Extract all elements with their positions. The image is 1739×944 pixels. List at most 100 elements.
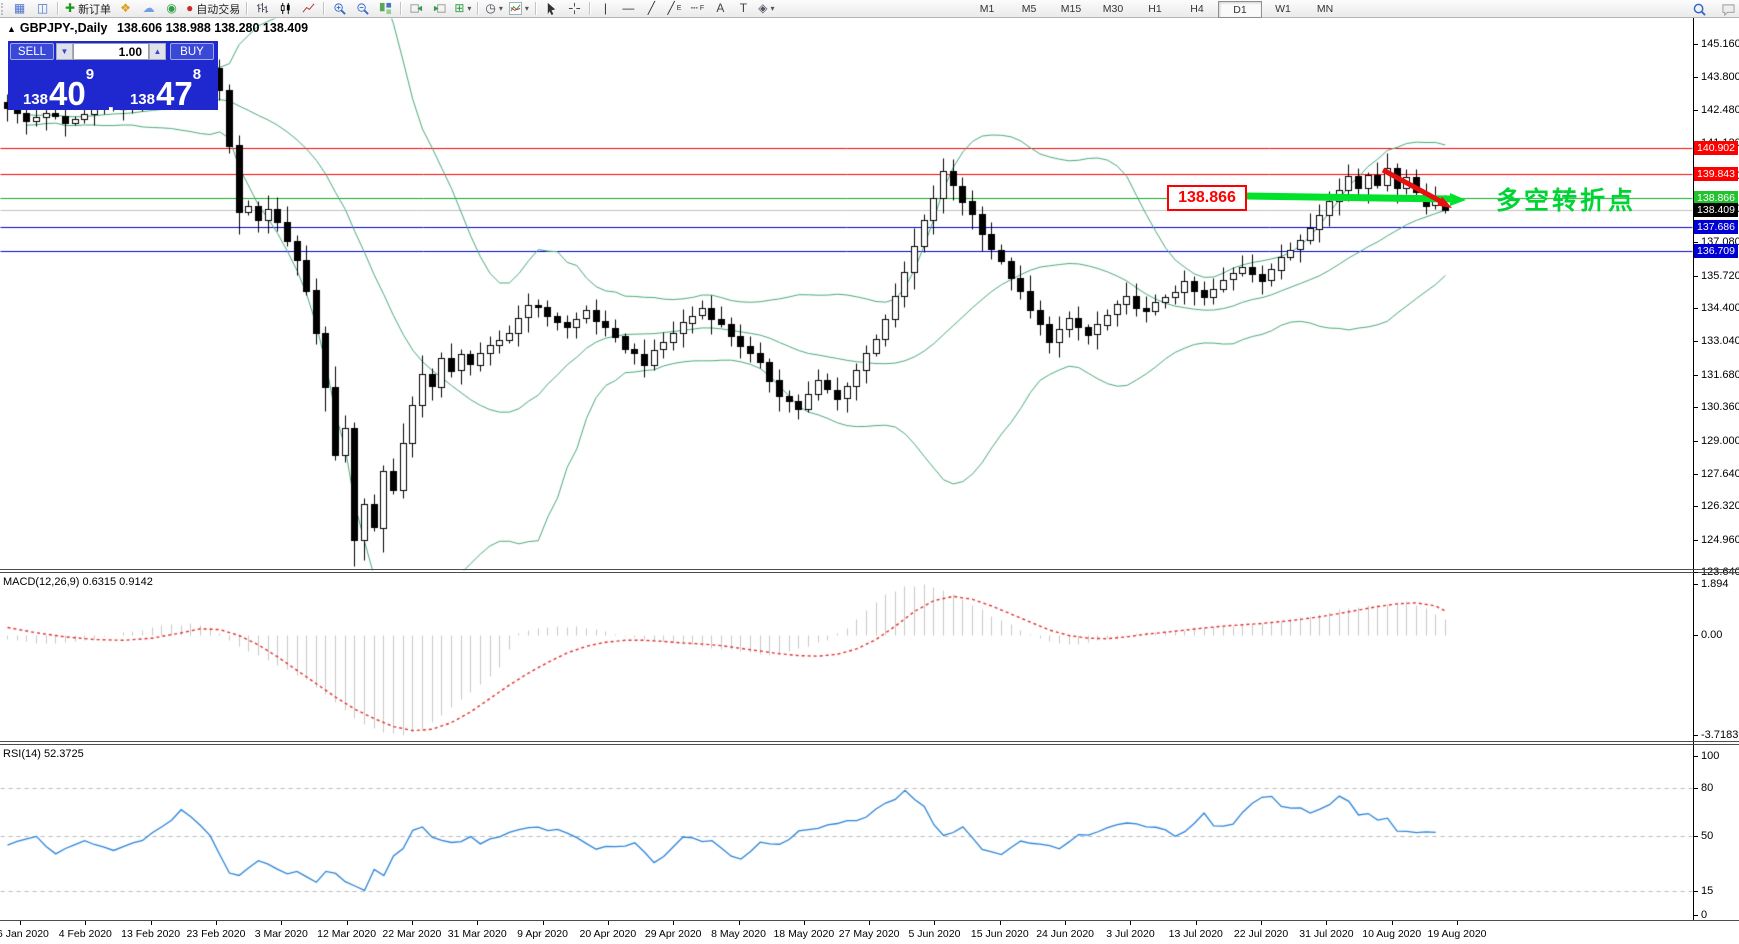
price-axis-tick-mark	[1694, 407, 1698, 408]
profiles-icon[interactable]: ◫	[36, 1, 49, 15]
date-axis-label: 10 Aug 2020	[1362, 928, 1422, 940]
price-axis-tick-mark	[1694, 110, 1698, 111]
bid-price[interactable]: 138 40 9	[8, 62, 109, 110]
ask-integer: 138	[129, 91, 155, 108]
text-icon[interactable]: A	[716, 1, 725, 15]
buy-button[interactable]: BUY	[170, 43, 214, 60]
auto-trading-button[interactable]: ● 自动交易	[186, 1, 241, 16]
shapes-icon[interactable]: ◈ ▾	[758, 1, 775, 15]
price-axis-tick: 127.640	[1701, 467, 1739, 480]
price-axis-tick: 133.040	[1701, 335, 1739, 348]
date-tick-mark	[934, 921, 935, 925]
zoom-out-icon[interactable]	[351, 0, 374, 17]
market-watch-icon[interactable]: ❖	[120, 1, 131, 15]
bid-point: 9	[85, 66, 95, 83]
date-axis-label: 23 Feb 2020	[186, 928, 246, 940]
date-tick-mark	[608, 921, 609, 925]
date-tick-mark	[1392, 921, 1393, 925]
sell-button[interactable]: SELL	[10, 43, 54, 60]
timeframe-m5[interactable]: M5	[1021, 2, 1037, 15]
new-order-button[interactable]: ✚ 新订单	[65, 1, 112, 16]
rsi-pane-separator[interactable]	[0, 741, 1739, 742]
volume-input[interactable]: 1.00	[73, 43, 149, 60]
macd-axis-tick-mark	[1694, 735, 1698, 736]
rsi-label: RSI(14) 52.3725	[3, 748, 84, 760]
price-axis-tick-mark	[1694, 308, 1698, 309]
macd-axis-tick-mark	[1694, 584, 1698, 585]
timeframe-h4[interactable]: H4	[1190, 2, 1204, 15]
price-line-badge[interactable]: 140.902	[1694, 141, 1738, 156]
search-icon[interactable]	[1688, 1, 1711, 18]
auto-scroll-icon[interactable]	[405, 0, 428, 17]
timeframe-d1[interactable]: D1	[1218, 1, 1262, 18]
price-line-badge[interactable]: 138.866	[1694, 191, 1738, 206]
volume-down-button[interactable]: ▼	[56, 43, 73, 60]
date-tick-mark	[281, 921, 282, 925]
periods-icon[interactable]: ◷ ▾	[485, 1, 503, 15]
price-axis-line	[1693, 18, 1694, 920]
date-axis-label: 19 Aug 2020	[1427, 928, 1487, 940]
rsi-axis-tick-mark	[1694, 756, 1698, 757]
tile-windows-icon[interactable]	[374, 0, 397, 17]
timeframe-bar: M1 M5 M15 M30 H1 H4 D1 W1 MN	[966, 1, 1346, 18]
volume-up-button[interactable]: ▲	[149, 43, 166, 60]
price-axis-tick: 145.160	[1701, 38, 1739, 50]
pivot-annotation-text[interactable]: 多空转折点	[1496, 187, 1637, 215]
crosshair-icon[interactable]	[563, 0, 586, 17]
timeframe-m1[interactable]: M1	[979, 2, 995, 15]
signals-icon[interactable]: ◉	[166, 1, 177, 15]
candlestick-chart-icon[interactable]	[274, 0, 297, 17]
date-axis-label: 20 Apr 2020	[579, 928, 637, 940]
price-axis-tick-mark	[1694, 77, 1698, 78]
line-chart-icon[interactable]	[297, 0, 320, 17]
date-tick-mark	[85, 921, 86, 925]
symbol-period-label: GBPJPY-,Daily	[19, 21, 108, 35]
rsi-axis-tick: 15	[1701, 885, 1714, 898]
date-axis-label: 4 Feb 2020	[58, 928, 112, 940]
chat-icon[interactable]	[1717, 1, 1739, 18]
new-chart-icon[interactable]: ▦	[13, 1, 26, 15]
new-chart-dropdown[interactable]: ⊞ ▾	[454, 1, 472, 15]
zoom-in-icon[interactable]	[328, 0, 351, 17]
price-line-badge[interactable]: 138.409	[1694, 202, 1738, 217]
price-axis-tick: 129.000	[1701, 434, 1739, 447]
timeframe-w1[interactable]: W1	[1275, 2, 1291, 15]
bar-chart-icon[interactable]	[251, 0, 274, 17]
text-label-icon[interactable]: T	[739, 1, 748, 15]
thick-green-trendline[interactable]	[1245, 192, 1453, 203]
timeframe-mn[interactable]: MN	[1316, 2, 1334, 15]
timeframe-m30[interactable]: M30	[1102, 2, 1124, 15]
ask-point: 8	[192, 66, 202, 83]
price-line-badge[interactable]: 139.843	[1694, 167, 1738, 182]
ohlc-values: 138.606 138.988 138.280 138.409	[116, 21, 309, 35]
ask-price[interactable]: 138 47 8	[113, 62, 218, 110]
chart-shift-icon[interactable]	[428, 0, 451, 17]
timeframe-h1[interactable]: H1	[1148, 2, 1162, 15]
toolbar: ▦ ◫ ✚ 新订单 ❖ ☁ ◉ ● 自动交易 ⊞ ▾ ◷ ▾ ▾ | — ╱ ╱ E ┄ F A T ◈ ▾	[0, 0, 1739, 18]
date-axis-label: 26 Jan 2020	[0, 928, 49, 940]
horizontal-line-icon[interactable]: —	[622, 1, 635, 15]
cloud-icon[interactable]: ☁	[142, 1, 155, 15]
date-axis: 26 Jan 2020 4 Feb 2020 13 Feb 2020 23 Feb 2…	[0, 921, 1739, 944]
date-tick-mark	[1130, 921, 1131, 925]
timeframe-m15[interactable]: M15	[1060, 2, 1082, 15]
date-axis-label: 24 Jun 2020	[1036, 928, 1095, 940]
date-axis-label: 27 May 2020	[838, 928, 900, 940]
macd-pane-separator[interactable]	[0, 569, 1739, 570]
cursor-icon[interactable]	[540, 0, 563, 17]
date-axis-separator	[0, 920, 1739, 921]
macd-pane-separator-2	[0, 572, 1739, 573]
date-tick-mark	[543, 921, 544, 925]
panel-collapse-icon[interactable]: ▲	[7, 24, 16, 34]
indicators-icon[interactable]: ▾	[506, 0, 532, 17]
fibonacci-icon[interactable]: ┄ F	[690, 1, 705, 15]
vertical-line-icon[interactable]: |	[603, 1, 607, 15]
price-line-badge[interactable]: 137.686	[1694, 220, 1738, 235]
level-price-callout[interactable]: 138.866	[1167, 185, 1247, 211]
red-down-arrow[interactable]	[1381, 167, 1442, 204]
trendline-icon[interactable]: ╱	[647, 1, 656, 15]
rsi-axis-tick-mark	[1694, 915, 1698, 916]
price-line-badge[interactable]: 136.709	[1694, 244, 1738, 259]
channel-icon[interactable]: ╱ E	[667, 1, 682, 15]
